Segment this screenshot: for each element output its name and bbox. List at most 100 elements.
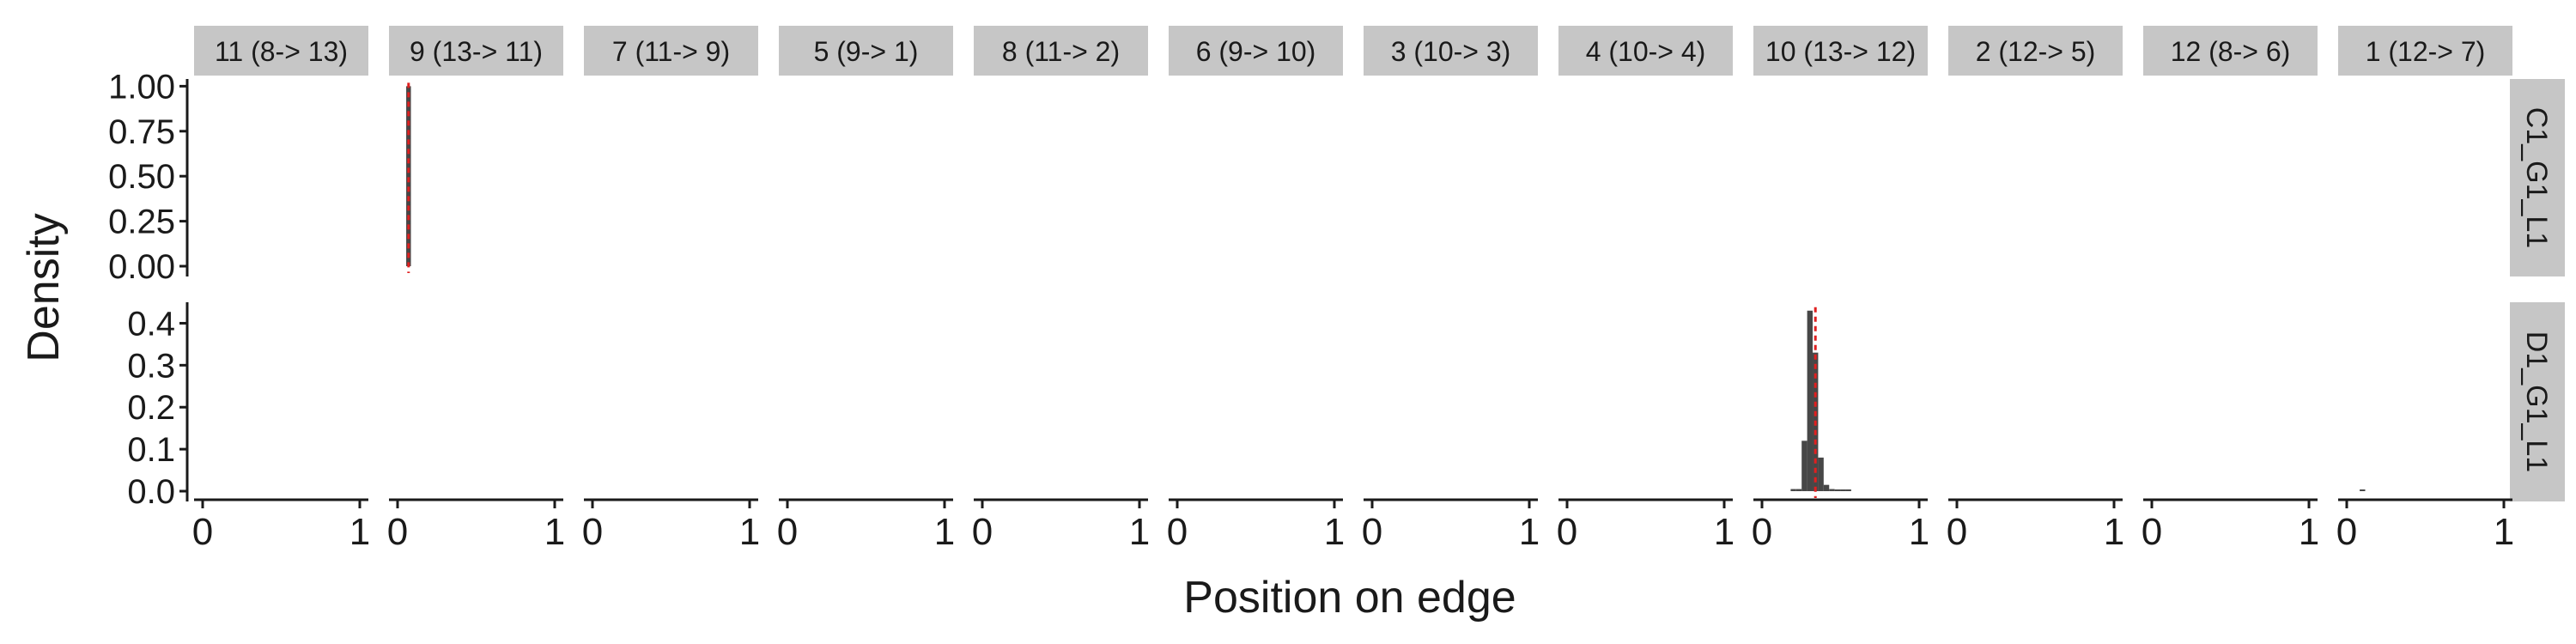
y-axis-title: Density [19, 213, 69, 361]
column-strip: 7 (11-> 9) [584, 26, 758, 76]
x-tick-label: 0 [1752, 511, 1772, 553]
x-tick-label: 0 [387, 511, 408, 553]
x-tick-label: 1 [2494, 511, 2514, 553]
strip-background [584, 26, 758, 76]
strip-background [194, 26, 368, 76]
column-strip-label: 4 (10-> 4) [1586, 36, 1706, 67]
strip-background [2510, 302, 2565, 501]
x-tick-label: 0 [192, 511, 213, 553]
x-tick-label: 1 [1714, 511, 1735, 553]
row-strips: C1_G1_L1 D1_G1_L1 [2510, 79, 2565, 501]
column-strip-label: 9 (13-> 11) [410, 36, 543, 67]
x-tick-label: 1 [544, 511, 565, 553]
histogram-bar [1834, 489, 1841, 491]
column-strip-label: 11 (8-> 13) [215, 36, 348, 67]
strip-background [779, 26, 953, 76]
x-tick-label: 0 [1167, 511, 1188, 553]
strip-background [974, 26, 1148, 76]
x-tick-label: 1 [1324, 511, 1345, 553]
x-tick-label: 1 [1909, 511, 1929, 553]
column-strip: 12 (8-> 6) [2143, 26, 2318, 76]
strip-background [1558, 26, 1733, 76]
y-tick-label: 1.00 [108, 68, 175, 106]
x-tick-label: 0 [2336, 511, 2357, 553]
y-tick-label: 0.2 [127, 389, 175, 427]
column-strip: 10 (13-> 12) [1753, 26, 1928, 76]
y-tick-label: 0.75 [108, 113, 175, 151]
strip-background [2143, 26, 2318, 76]
column-strip-label: 3 (10-> 3) [1391, 36, 1511, 67]
strip-background [389, 26, 563, 76]
column-strip: 2 (12-> 5) [1948, 26, 2123, 76]
x-tick-label: 0 [1947, 511, 1967, 553]
column-strip-label: 1 (12-> 7) [2366, 36, 2486, 67]
row-strip-label: D1_G1_L1 [2520, 331, 2553, 472]
histogram [2360, 489, 2366, 491]
x-tick-label: 1 [349, 511, 370, 553]
x-tick-label: 0 [1557, 511, 1577, 553]
column-strip: 5 (9-> 1) [779, 26, 953, 76]
column-strip-label: 5 (9-> 1) [814, 36, 919, 67]
x-tick-label: 0 [1362, 511, 1382, 553]
strip-background [1169, 26, 1343, 76]
histogram [1790, 307, 1851, 498]
column-strip: 4 (10-> 4) [1558, 26, 1733, 76]
column-strip: 3 (10-> 3) [1364, 26, 1538, 76]
x-axis-title: Position on edge [1183, 573, 1516, 623]
y-tick-label: 0.25 [108, 204, 175, 241]
x-tick-label: 0 [2142, 511, 2162, 553]
y-tick-label: 0.1 [127, 431, 175, 469]
column-strip-label: 12 (8-> 6) [2171, 36, 2291, 67]
x-tick-label: 0 [777, 511, 798, 553]
column-strip: 11 (8-> 13) [194, 26, 368, 76]
histogram-bar [1829, 489, 1835, 491]
column-strip-label: 7 (11-> 9) [612, 36, 730, 67]
x-tick-label: 1 [1129, 511, 1150, 553]
x-tick-label: 1 [739, 511, 760, 553]
histogram [406, 82, 411, 273]
histogram-bar [1795, 489, 1802, 491]
column-strips: 11 (8-> 13) 9 (13-> 11) 7 (11-> 9) 5 (9-> 1… [194, 26, 2512, 76]
x-tick-label: 0 [582, 511, 603, 553]
column-strip-label: 6 (9-> 10) [1196, 36, 1316, 67]
histogram-bar [406, 86, 411, 266]
y-axes: 0.00 0.25 0.50 0.75 1.00 0.0 0.1 0.2 0.3 0.4 [108, 68, 189, 511]
strip-background [1364, 26, 1538, 76]
strip-background [1948, 26, 2123, 76]
histogram-bar [1807, 310, 1814, 491]
strip-background [2338, 26, 2512, 76]
column-strip-label: 10 (13-> 12) [1765, 36, 1916, 67]
y-tick-label: 0.00 [108, 248, 175, 286]
y-tick-label: 0.0 [127, 473, 175, 511]
histogram-bar [1818, 457, 1824, 491]
row-strip: D1_G1_L1 [2510, 302, 2565, 501]
column-strip: 9 (13-> 11) [389, 26, 563, 76]
strip-background [2510, 79, 2565, 276]
row-strip-label: C1_G1_L1 [2520, 107, 2553, 248]
column-strip: 6 (9-> 10) [1169, 26, 1343, 76]
column-strip: 8 (11-> 2) [974, 26, 1148, 76]
histogram-bar [2360, 489, 2366, 491]
y-tick-label: 0.3 [127, 347, 175, 385]
y-tick-label: 0.4 [127, 305, 175, 343]
histogram-bar [1790, 489, 1796, 491]
strip-background [1753, 26, 1928, 76]
panels [406, 82, 2366, 498]
x-tick-label: 1 [2299, 511, 2319, 553]
column-strip: 1 (12-> 7) [2338, 26, 2512, 76]
histogram-bar [1840, 489, 1846, 491]
